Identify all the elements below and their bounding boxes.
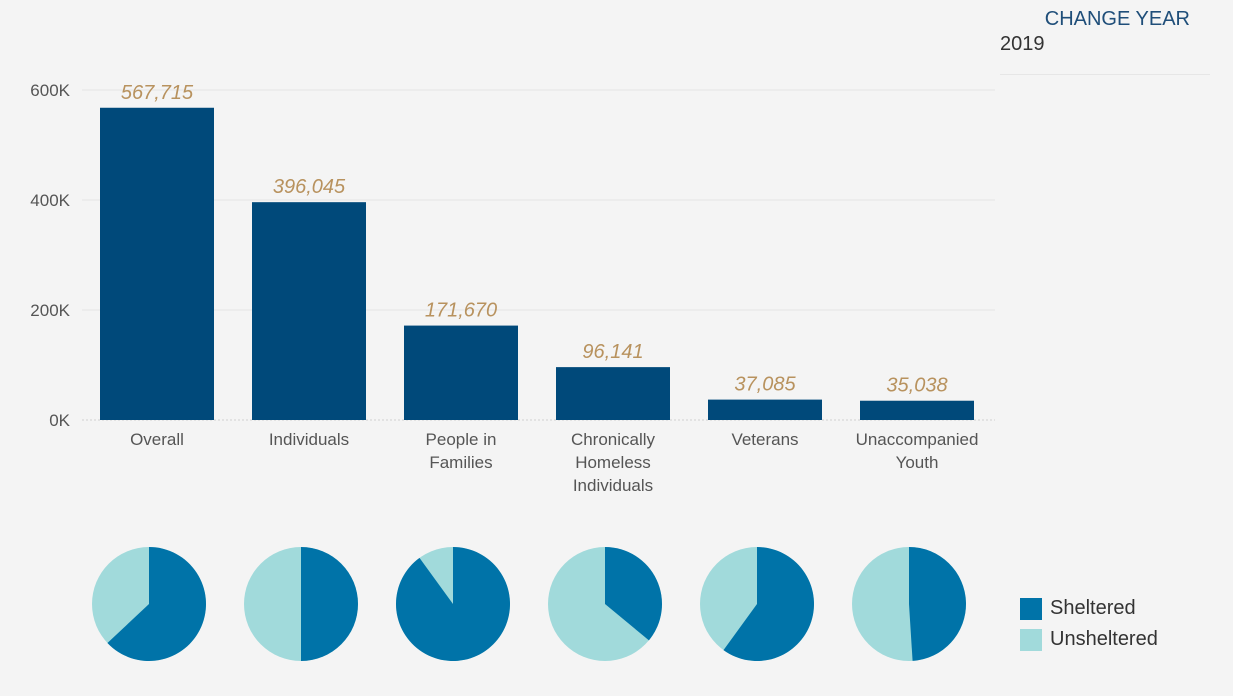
unsheltered-swatch <box>1020 628 1042 651</box>
legend-label-sheltered: Sheltered <box>1050 597 1136 619</box>
y-tick-label: 200K <box>30 301 70 320</box>
legend-item-unsheltered[interactable]: Unsheltered <box>1020 628 1158 651</box>
category-label: Unaccompanied Youth <box>856 430 979 472</box>
category-label: Chronically Homeless Individuals <box>571 430 656 495</box>
data-label: 567,715 <box>121 82 194 104</box>
bar <box>404 325 518 420</box>
pie-slice-sheltered <box>909 547 967 661</box>
category-label: People in Families <box>426 430 497 472</box>
filter-title: CHANGE YEAR <box>1044 8 1190 30</box>
bar <box>556 367 670 420</box>
data-label: 171,670 <box>425 300 497 322</box>
change-year-filter[interactable]: CHANGE YEAR 2019 <box>1000 8 1210 75</box>
filter-value[interactable]: 2019 <box>1000 33 1045 55</box>
category-label: Individuals <box>269 430 349 449</box>
bar <box>708 399 822 420</box>
pie-slice-sheltered <box>605 547 662 641</box>
sheltered-swatch <box>1020 597 1042 620</box>
legend-label-unsheltered: Unsheltered <box>1050 628 1158 650</box>
category-label: Overall <box>130 430 184 449</box>
category-label: Veterans <box>731 430 798 449</box>
filter-divider <box>1000 74 1210 75</box>
y-tick-label: 0K <box>49 411 70 430</box>
pie-slice-sheltered <box>107 547 206 661</box>
data-label: 37,085 <box>734 374 796 396</box>
pie-slice-sheltered <box>396 547 511 662</box>
y-tick-label: 400K <box>30 191 70 210</box>
pie-slice-sheltered <box>723 547 814 661</box>
data-label: 396,045 <box>273 176 346 198</box>
bar-and-pie-chart: 0K 200K 400K 600K 567,715 Overall 396,045 Indiv… <box>30 81 995 662</box>
bar <box>252 202 366 420</box>
legend: Sheltered Unsheltered <box>1020 597 1158 659</box>
data-label: 35,038 <box>886 375 947 397</box>
bar <box>860 400 974 420</box>
bar <box>100 107 214 421</box>
y-tick-label: 600K <box>30 81 70 100</box>
data-label: 96,141 <box>582 341 643 363</box>
pie-slice-sheltered <box>301 547 358 661</box>
legend-item-sheltered[interactable]: Sheltered <box>1020 597 1158 620</box>
